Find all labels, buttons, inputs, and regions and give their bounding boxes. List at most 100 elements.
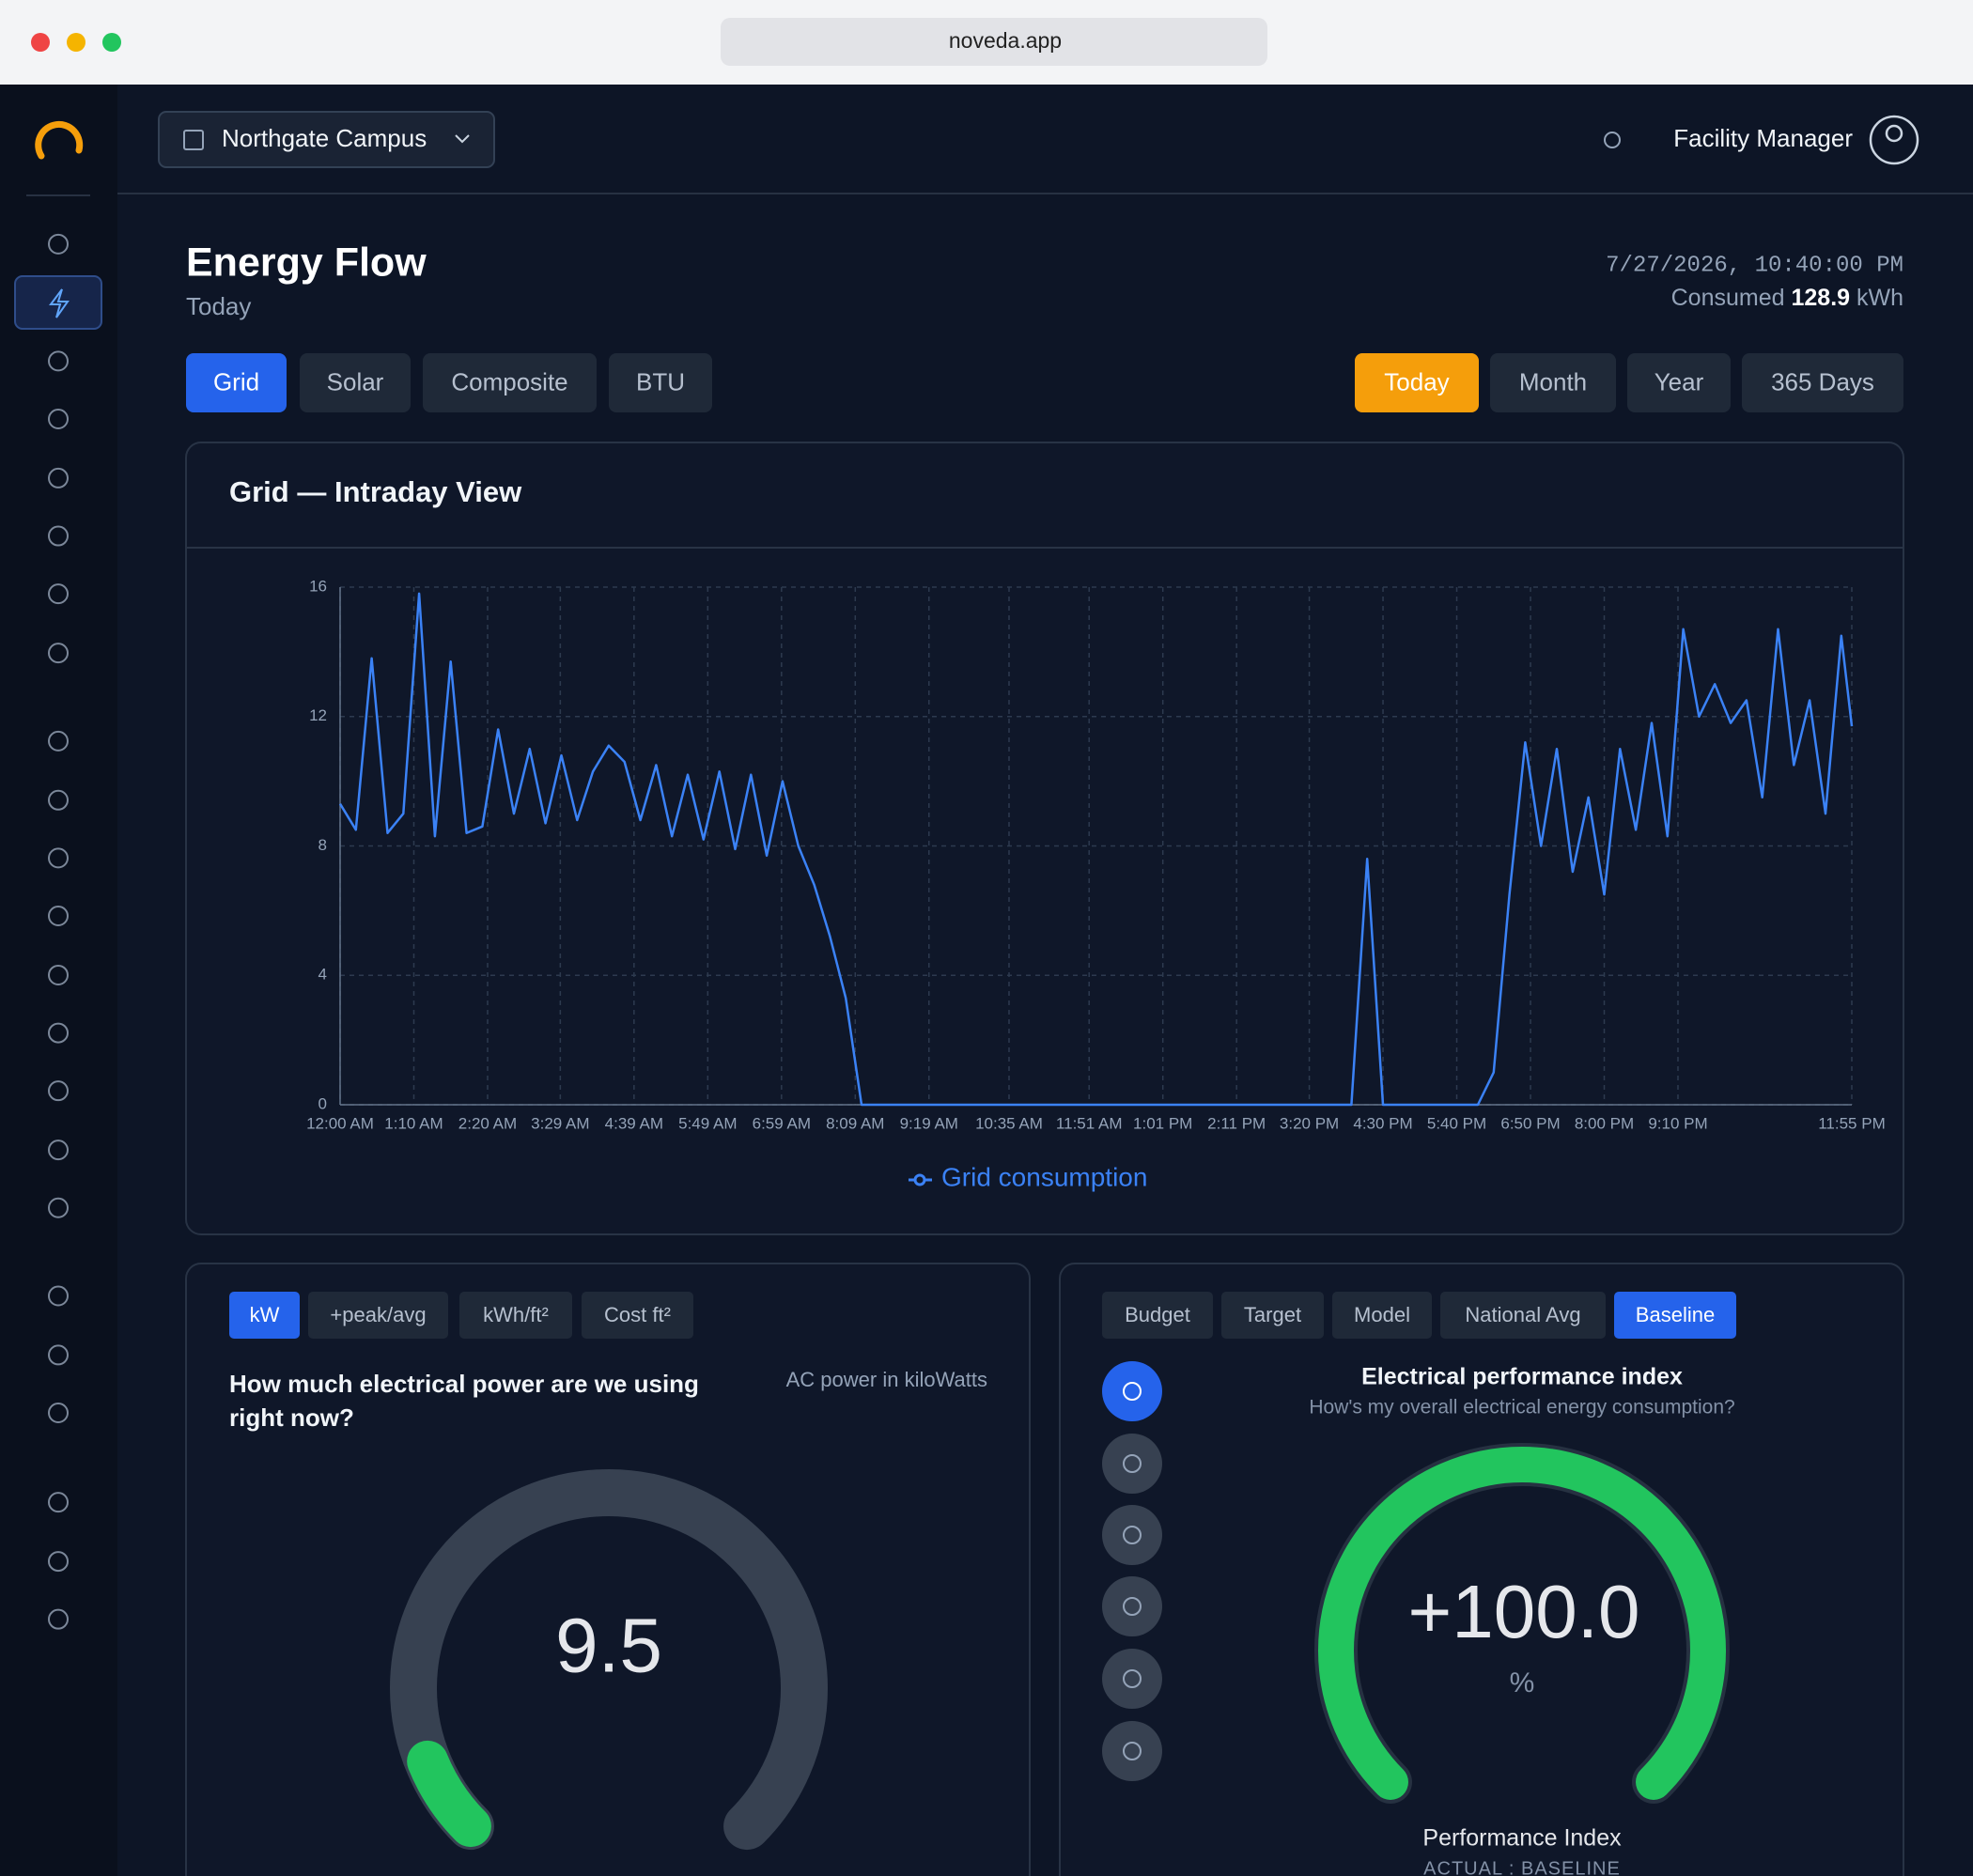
- minimize-button[interactable]: [67, 33, 85, 52]
- logo[interactable]: [35, 120, 84, 160]
- x-tick-label: 8:00 PM: [1575, 1114, 1634, 1132]
- tab[interactable]: [229, 1292, 300, 1339]
- nav-icon[interactable]: [48, 467, 69, 488]
- view-button[interactable]: [1102, 1361, 1162, 1421]
- tab[interactable]: [1627, 353, 1731, 412]
- nav-icon[interactable]: [48, 233, 69, 255]
- chart-title: Grid — Intraday View: [229, 475, 522, 508]
- nav-icon[interactable]: [48, 1080, 69, 1102]
- theme-toggle[interactable]: [1604, 132, 1621, 148]
- epi-subtitle: How's my overall electrical energy consu…: [1309, 1397, 1734, 1419]
- nav-icon[interactable]: [48, 1608, 69, 1630]
- view-button-icon: [1123, 1597, 1142, 1616]
- nav-icon[interactable]: [48, 906, 69, 927]
- x-tick-label: 6:59 AM: [753, 1114, 811, 1132]
- view-button-icon: [1123, 1382, 1142, 1401]
- url-bar[interactable]: [721, 18, 1267, 66]
- building-icon: [183, 130, 204, 150]
- nav-icon[interactable]: [48, 350, 69, 372]
- nav-icon[interactable]: [48, 408, 69, 429]
- site-dropdown[interactable]: [158, 111, 495, 168]
- nav-icon[interactable]: [48, 1492, 69, 1513]
- view-button[interactable]: [1102, 1721, 1162, 1781]
- nav-icon-active: [49, 288, 70, 318]
- nav-icon[interactable]: [48, 1551, 69, 1573]
- tab[interactable]: [1355, 353, 1479, 412]
- timestamp: 7/27/2026, 10:40:00 PM: [1606, 253, 1903, 278]
- nav-icon[interactable]: [48, 847, 69, 869]
- tab[interactable]: [1614, 1292, 1736, 1339]
- tab[interactable]: [1742, 353, 1903, 412]
- tab[interactable]: [1332, 1292, 1432, 1339]
- nav-icon[interactable]: [48, 1403, 69, 1424]
- power-question: How much electrical power are we using r…: [229, 1370, 699, 1432]
- tab-label: Composite: [451, 367, 567, 395]
- consumed-value: 128.9: [1791, 285, 1850, 311]
- view-button[interactable]: [1102, 1576, 1162, 1636]
- tab-label: Model: [1354, 1303, 1410, 1326]
- x-tick-label: 2:20 AM: [458, 1114, 517, 1132]
- nav-icon[interactable]: [48, 1140, 69, 1161]
- nav-icon[interactable]: [48, 964, 69, 985]
- x-tick-label: 8:09 AM: [826, 1114, 884, 1132]
- maximize-button[interactable]: [102, 33, 121, 52]
- tab-label: Budget: [1125, 1303, 1190, 1326]
- power-value: 9.5: [555, 1604, 662, 1689]
- nav-icon[interactable]: [48, 643, 69, 664]
- nav-icon[interactable]: [48, 1344, 69, 1366]
- page-title: Energy Flow: [186, 240, 427, 285]
- tab-label: 365 Days: [1771, 367, 1874, 395]
- consumed-label: Consumed: [1671, 285, 1785, 311]
- x-tick-label: 12:00 AM: [306, 1114, 374, 1132]
- view-button[interactable]: [1102, 1649, 1162, 1709]
- tab[interactable]: [1440, 1292, 1606, 1339]
- x-tick-label: 9:19 AM: [900, 1114, 958, 1132]
- legend-label[interactable]: Grid consumption: [941, 1162, 1147, 1191]
- nav-icon[interactable]: [48, 789, 69, 811]
- site-name: Northgate Campus: [222, 124, 427, 152]
- tab[interactable]: [186, 353, 287, 412]
- nav-icon[interactable]: [48, 583, 69, 605]
- tab[interactable]: [300, 353, 411, 412]
- gauge-fill: [407, 1740, 491, 1848]
- tab[interactable]: [582, 1292, 693, 1339]
- tab-label: kWh/ft²: [483, 1303, 549, 1326]
- avatar[interactable]: [1869, 115, 1919, 165]
- chart-card: [185, 442, 1904, 1235]
- tab[interactable]: [609, 353, 712, 412]
- nav-icon[interactable]: [48, 730, 69, 752]
- view-button[interactable]: [1102, 1434, 1162, 1494]
- nav-icon[interactable]: [48, 1285, 69, 1307]
- y-tick-label: 12: [309, 706, 327, 724]
- x-tick-label: 3:20 PM: [1280, 1114, 1339, 1132]
- user-name: Facility Manager: [1673, 124, 1853, 152]
- view-button-icon: [1123, 1742, 1142, 1760]
- tab[interactable]: [308, 1292, 448, 1339]
- tab[interactable]: [423, 353, 597, 412]
- dropdown-arrow: [455, 134, 470, 144]
- tab-label: Cost ft²: [604, 1303, 671, 1326]
- nav-icon[interactable]: [48, 525, 69, 547]
- tab[interactable]: [459, 1292, 572, 1339]
- nav-icon[interactable]: [48, 1197, 69, 1218]
- x-tick-label: 6:50 PM: [1500, 1114, 1560, 1132]
- tab[interactable]: [1102, 1292, 1213, 1339]
- y-tick-label: 16: [309, 577, 327, 595]
- tab[interactable]: [1221, 1292, 1324, 1339]
- tab-label: Today: [1384, 367, 1449, 395]
- url: noveda.app: [949, 28, 1062, 53]
- view-button[interactable]: [1102, 1505, 1162, 1565]
- nav-icon[interactable]: [48, 1022, 69, 1044]
- view-button-icon: [1123, 1454, 1142, 1473]
- close-button[interactable]: [31, 33, 50, 52]
- view-button-icon: [1123, 1669, 1142, 1688]
- consumed-unit: kWh: [1856, 285, 1903, 311]
- page-subtitle: Today: [186, 292, 251, 320]
- tab-label: Target: [1244, 1303, 1301, 1326]
- data-line: [338, 592, 1854, 1107]
- tab-label: Solar: [327, 367, 384, 395]
- tab[interactable]: [1490, 353, 1616, 412]
- tab-label: kW: [250, 1303, 280, 1326]
